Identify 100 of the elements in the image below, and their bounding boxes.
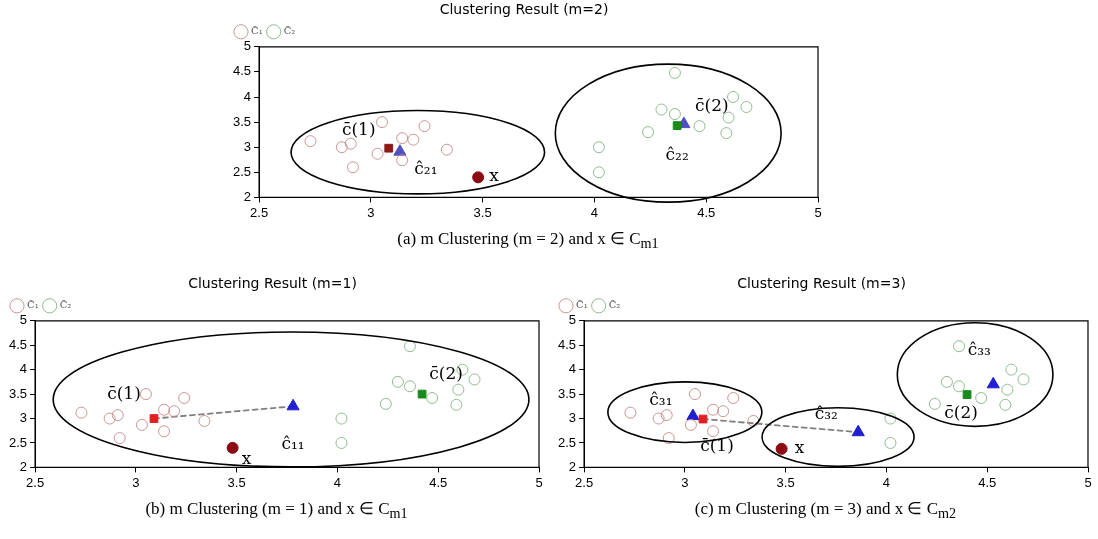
y-tick-label: 2.5 (557, 434, 577, 450)
point (684, 418, 697, 431)
point (953, 340, 965, 353)
point (851, 424, 865, 437)
y-tick-label: 5 (19, 312, 28, 328)
y-tick-label: 4.5 (557, 336, 577, 352)
y-tick-label: 3 (243, 138, 252, 154)
y-tick-label: 4 (568, 361, 577, 377)
point (384, 143, 394, 153)
chart-title: Clustering Result (m=1) (188, 275, 357, 292)
y-tick-label: 2.5 (232, 163, 252, 179)
annotation: ĉ₁₁ (281, 432, 305, 453)
annotation: ĉ₃₁ (649, 388, 673, 409)
y-tick-label: 2 (568, 458, 577, 474)
point (376, 116, 388, 129)
annotation: ĉ₂₁ (414, 158, 438, 179)
point (404, 340, 416, 353)
point (396, 132, 409, 145)
point (999, 398, 1012, 411)
y-tick-label: 3.5 (232, 113, 252, 129)
legend-label: C̄₁ (27, 299, 39, 311)
x-tick-label: 5 (535, 474, 543, 490)
point (720, 127, 733, 140)
y-tick-label: 3.5 (557, 385, 577, 401)
x-tick-label: 4.5 (978, 474, 997, 490)
point (347, 161, 359, 174)
point (686, 408, 700, 421)
legend-label: C̄₂ (283, 25, 296, 37)
point (335, 141, 348, 154)
point (775, 442, 788, 455)
point (672, 121, 682, 130)
point (407, 133, 420, 146)
point (655, 103, 668, 116)
point (391, 375, 404, 388)
point (1005, 363, 1018, 376)
point (335, 437, 348, 449)
annotation: c̄(2) (944, 402, 978, 423)
point (304, 135, 317, 148)
point (962, 390, 972, 399)
y-tick-label: 4.5 (232, 63, 252, 79)
annotation: ĉ₃₂ (814, 402, 838, 423)
point (688, 388, 701, 401)
x-tick-label: 5 (1084, 474, 1092, 490)
point (440, 143, 453, 156)
y-tick-label: 5 (568, 312, 577, 328)
point (103, 412, 116, 425)
x-tick-label: 3.5 (473, 204, 492, 220)
point (344, 137, 357, 150)
point (113, 432, 126, 445)
point (379, 397, 392, 410)
annotation: x (241, 448, 252, 469)
x-tick-label: 5 (814, 204, 822, 220)
point (727, 91, 739, 103)
point (668, 66, 681, 79)
point (450, 398, 463, 411)
y-tick-label: 2.5 (8, 434, 28, 450)
point (226, 441, 239, 454)
x-tick-label: 4.5 (697, 204, 716, 220)
point (642, 126, 655, 139)
point (426, 392, 439, 404)
point (371, 147, 384, 160)
x-tick-label: 3.5 (776, 474, 795, 490)
y-tick-label: 3.5 (8, 385, 28, 401)
point (149, 414, 159, 423)
point (953, 380, 965, 393)
y-tick-label: 3 (568, 410, 577, 426)
annotation: ĉ₃₃ (967, 338, 991, 359)
annotation: c̄(1) (341, 118, 376, 139)
point (468, 373, 481, 386)
chart-title: Clustering Result (m=2) (439, 1, 609, 18)
point (135, 418, 148, 431)
point (168, 405, 181, 418)
point (396, 154, 409, 167)
point (1017, 373, 1030, 386)
point (393, 144, 407, 156)
y-tick-label: 2 (243, 188, 252, 204)
annotation: x (489, 164, 500, 185)
point (418, 120, 431, 133)
point (158, 403, 171, 416)
text: (c) m Clustering (m = 3) and x ∈ C$_{m2}$ (693, 498, 958, 523)
x-tick-label: 4.5 (429, 474, 448, 490)
point (717, 405, 730, 418)
point (158, 425, 171, 438)
point (707, 425, 720, 438)
annotation: c̄(2) (695, 94, 729, 115)
point (986, 376, 1000, 389)
point (404, 380, 416, 393)
point (75, 406, 88, 419)
annotation: c̄(2) (429, 362, 463, 383)
x-tick-label: 3 (132, 474, 140, 490)
point (472, 171, 485, 184)
y-tick-label: 4 (19, 361, 28, 377)
y-tick-label: 2 (19, 458, 28, 474)
point (928, 397, 941, 410)
point (452, 383, 465, 396)
point (662, 432, 675, 445)
point (624, 406, 637, 419)
point (698, 414, 708, 424)
point (286, 398, 300, 411)
point (727, 392, 740, 404)
